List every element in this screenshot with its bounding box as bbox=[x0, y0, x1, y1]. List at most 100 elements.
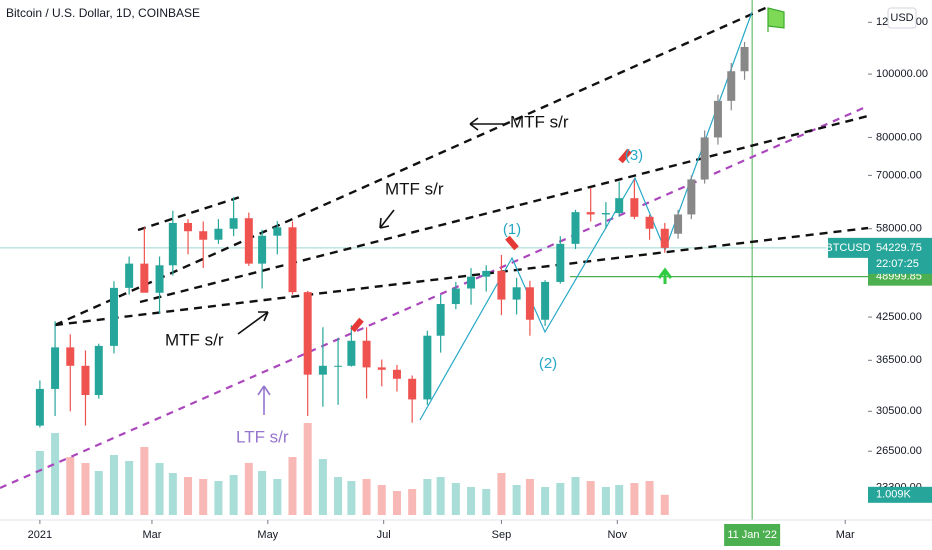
candle-body bbox=[727, 71, 736, 101]
candle-body bbox=[244, 218, 253, 264]
arrow bbox=[257, 385, 271, 415]
flag bbox=[618, 148, 632, 164]
candle-body bbox=[334, 365, 343, 367]
volume-bar bbox=[541, 487, 550, 515]
candle-body bbox=[408, 378, 417, 400]
candle-body bbox=[199, 231, 208, 240]
y-tick-label: 100000.00 bbox=[876, 68, 928, 80]
candle-body bbox=[66, 347, 75, 366]
candle-body bbox=[467, 276, 476, 289]
volume-bar bbox=[482, 489, 491, 515]
time-axis-background bbox=[0, 520, 932, 550]
candle-body bbox=[630, 198, 639, 217]
volume-bar bbox=[571, 477, 580, 515]
volume-bar bbox=[334, 477, 343, 515]
countdown: 22:07:25 bbox=[876, 258, 919, 270]
candle-body bbox=[155, 265, 164, 293]
candle-body bbox=[615, 198, 624, 214]
candle-body bbox=[347, 340, 356, 366]
volume-bar bbox=[66, 457, 75, 515]
candle-body bbox=[525, 287, 534, 320]
candle-body bbox=[700, 137, 709, 180]
volume-bar bbox=[318, 459, 327, 515]
candle-body bbox=[125, 263, 134, 288]
candle-body bbox=[645, 216, 654, 229]
y-tick-label: 26500.00 bbox=[876, 445, 922, 457]
arrow bbox=[379, 209, 395, 229]
candle-body bbox=[687, 179, 696, 215]
currency-button[interactable] bbox=[887, 7, 917, 29]
annotation: (2) bbox=[539, 355, 557, 372]
candle-body bbox=[140, 263, 149, 293]
volume-bar bbox=[645, 481, 654, 515]
volume-bar bbox=[601, 487, 610, 515]
candle-body bbox=[586, 212, 595, 215]
candle-body bbox=[303, 292, 312, 375]
volume-bar bbox=[199, 479, 208, 515]
annotation: MTF s/r bbox=[385, 179, 444, 198]
volume-bar bbox=[408, 489, 417, 515]
volume-bar bbox=[94, 471, 103, 515]
volume-bar bbox=[244, 463, 253, 515]
x-tick-label: Mar bbox=[142, 529, 161, 541]
volume-bar bbox=[423, 479, 432, 515]
candle-body bbox=[229, 218, 238, 229]
mtf-trendline bbox=[54, 4, 771, 327]
volume-bar bbox=[273, 479, 282, 515]
flag bbox=[505, 235, 519, 251]
volume-bar bbox=[377, 485, 386, 515]
candle-body bbox=[512, 287, 521, 300]
volume-bar bbox=[51, 433, 60, 515]
currency[interactable]: USD bbox=[890, 12, 913, 24]
volume-bar bbox=[140, 447, 149, 515]
candle-body bbox=[318, 365, 327, 375]
volume-bar bbox=[586, 481, 595, 515]
candle-body bbox=[451, 288, 460, 305]
y-tick-label: 36500.00 bbox=[876, 354, 922, 366]
candle-body bbox=[81, 365, 90, 396]
wave-path bbox=[419, 11, 753, 421]
annotation: (3) bbox=[625, 147, 643, 164]
last-price-label: 54229.75 bbox=[876, 242, 922, 254]
candle-body bbox=[436, 304, 445, 336]
volume-bar bbox=[497, 473, 506, 515]
volume-bar bbox=[184, 477, 193, 515]
y-tick-label: 80000.00 bbox=[876, 131, 922, 143]
candle-body bbox=[168, 222, 177, 266]
annotation: (1) bbox=[503, 221, 521, 238]
volume-bar bbox=[467, 487, 476, 515]
symbol-label: BTCUSD bbox=[825, 242, 870, 254]
volume-bar bbox=[214, 481, 223, 515]
y-tick-label: 30500.00 bbox=[876, 405, 922, 417]
crosshair-label: 11 Jan '22 bbox=[727, 529, 777, 541]
candle-body bbox=[482, 270, 491, 277]
ltf-trendline bbox=[0, 104, 869, 490]
candle-body bbox=[288, 227, 297, 293]
annotations: MTF s/r MTF s/r MTF s/r LTF s/r (1) (2) (3) bbox=[165, 112, 643, 446]
last-price-tag bbox=[868, 237, 932, 274]
crosshair-tag bbox=[724, 524, 781, 546]
candle-body bbox=[35, 388, 44, 426]
volume-bar bbox=[392, 491, 401, 515]
y-tick-label: 42500.00 bbox=[876, 311, 922, 323]
volume-bar bbox=[229, 475, 238, 515]
candle-body bbox=[674, 214, 683, 234]
volume-bar bbox=[436, 477, 445, 515]
candle-body bbox=[392, 369, 401, 379]
target-flag bbox=[767, 7, 785, 32]
candle-body bbox=[377, 367, 386, 370]
volume-label: 1.009K bbox=[876, 489, 912, 501]
x-tick-label: Nov bbox=[608, 529, 628, 541]
volume-bar bbox=[109, 455, 118, 515]
volume-bar bbox=[512, 485, 521, 515]
candle-body bbox=[109, 287, 118, 346]
volume-bar bbox=[362, 479, 371, 515]
drawings bbox=[0, 4, 869, 490]
y-tick-label: 70000.00 bbox=[876, 169, 922, 181]
candle-body bbox=[660, 228, 669, 248]
volume-bar bbox=[303, 423, 312, 515]
candle-body bbox=[556, 243, 565, 282]
